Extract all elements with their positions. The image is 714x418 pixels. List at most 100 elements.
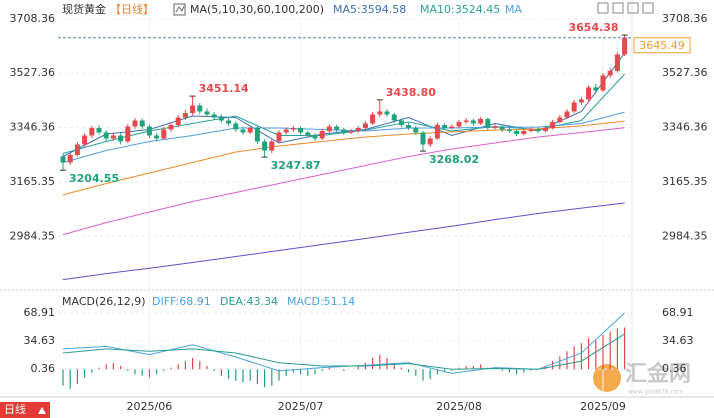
candle-body bbox=[197, 105, 203, 112]
y-tick-label: 3708.36 bbox=[10, 12, 56, 25]
candle-body bbox=[226, 120, 232, 124]
candle-body bbox=[204, 111, 210, 115]
candle-body bbox=[528, 129, 534, 131]
candle-body bbox=[485, 118, 491, 128]
candle-body bbox=[74, 144, 80, 156]
annotation-label: 3204.55 bbox=[69, 172, 119, 185]
candle-body bbox=[499, 126, 505, 130]
candle-body bbox=[125, 126, 131, 142]
candle-body bbox=[139, 120, 145, 127]
tool-button[interactable] bbox=[642, 2, 654, 14]
tag-arrow bbox=[38, 407, 46, 414]
candle-body bbox=[427, 138, 433, 145]
candle-body bbox=[96, 127, 102, 133]
candle-body bbox=[478, 118, 484, 124]
candle-body bbox=[406, 124, 412, 128]
candle-body bbox=[305, 132, 311, 136]
period-tag[interactable] bbox=[0, 402, 50, 418]
ma-line bbox=[62, 202, 625, 281]
candle-body bbox=[182, 112, 188, 118]
chart-title: 现货黄金 bbox=[62, 2, 106, 16]
candle-body bbox=[514, 130, 520, 134]
candle-body bbox=[326, 126, 332, 131]
candle-body bbox=[362, 123, 368, 128]
candle-body bbox=[89, 127, 95, 136]
y-tick-label: 3165.35 bbox=[10, 175, 56, 188]
candle-body bbox=[348, 130, 354, 133]
legend-macd: MACD:51.14 bbox=[287, 295, 355, 308]
tool-button[interactable] bbox=[597, 2, 609, 14]
candle-body bbox=[211, 114, 217, 118]
x-tick-label: 2025/09 bbox=[580, 400, 626, 413]
toggle-icon[interactable] bbox=[173, 3, 186, 16]
candle-body bbox=[593, 87, 599, 91]
candle-body bbox=[413, 127, 419, 133]
candle-body bbox=[391, 114, 397, 121]
candle-body bbox=[298, 127, 304, 133]
candle-body bbox=[247, 127, 253, 133]
candle-body bbox=[283, 129, 289, 133]
candle-body bbox=[434, 124, 440, 139]
candle-body bbox=[564, 111, 570, 118]
annotation-label: 3247.87 bbox=[271, 159, 321, 172]
candle-body bbox=[254, 127, 260, 142]
y-tick-label-right: 2984.35 bbox=[662, 229, 708, 242]
y-tick-label: 2984.35 bbox=[10, 229, 56, 242]
ma-line bbox=[62, 127, 625, 236]
y-tick-label-right: 3165.35 bbox=[662, 175, 708, 188]
candle-body bbox=[449, 126, 455, 128]
y-tick-label-right: 3527.36 bbox=[662, 66, 708, 79]
candle-body bbox=[60, 156, 66, 163]
candle-body bbox=[118, 135, 124, 142]
candle-body bbox=[276, 132, 282, 142]
candle-body bbox=[370, 114, 376, 124]
candle-body bbox=[377, 111, 383, 115]
annotation-label: 3451.14 bbox=[199, 82, 249, 95]
candle-body bbox=[334, 126, 340, 130]
macd-tick-label-right: 34.63 bbox=[662, 334, 694, 347]
icon-glyph bbox=[175, 5, 185, 13]
candle-body bbox=[521, 130, 527, 134]
candle-body bbox=[110, 135, 116, 139]
macd-tick-label-right: 68.91 bbox=[662, 306, 694, 319]
candle-body bbox=[240, 129, 246, 133]
candle-body bbox=[578, 99, 584, 103]
candle-body bbox=[319, 130, 325, 139]
candle-body bbox=[463, 120, 469, 122]
tool-button[interactable] bbox=[612, 2, 624, 14]
candle-body bbox=[535, 129, 541, 131]
watermark-url: www.gold678.com bbox=[628, 389, 683, 396]
tool-button[interactable] bbox=[627, 2, 639, 14]
macd-legend: MACD(26,12,9) bbox=[62, 295, 146, 308]
candle-body bbox=[175, 117, 181, 125]
candle-body bbox=[557, 117, 563, 122]
candle-body bbox=[67, 155, 73, 163]
macd-tick-label-right: 0.36 bbox=[662, 362, 687, 375]
candle-body bbox=[571, 102, 577, 112]
candle-body bbox=[607, 70, 613, 76]
last-price-box bbox=[633, 37, 691, 54]
period-tag-text: 日线 bbox=[4, 402, 26, 416]
toolbar[interactable] bbox=[597, 2, 654, 14]
legend-ma5: MA5:3594.58 bbox=[333, 3, 406, 16]
annotation-label: 3268.02 bbox=[429, 153, 479, 166]
candle-body bbox=[269, 141, 275, 151]
candle-body bbox=[420, 132, 426, 145]
candle-body bbox=[103, 132, 109, 139]
candle-body bbox=[312, 135, 318, 139]
x-tick-label: 2025/07 bbox=[278, 400, 324, 413]
candle-body bbox=[542, 127, 548, 131]
legend-diff: DIFF:68.91 bbox=[152, 295, 211, 308]
candle-body bbox=[456, 121, 462, 127]
y-tick-label-right: 3708.36 bbox=[662, 12, 708, 25]
macd-line bbox=[62, 333, 625, 370]
last-price-label: 3645.49 bbox=[639, 39, 685, 52]
legend-dea: DEA:43.34 bbox=[220, 295, 278, 308]
candle-body bbox=[82, 135, 88, 145]
icon-box[interactable] bbox=[173, 3, 186, 16]
candle-body bbox=[146, 126, 152, 136]
candle-body bbox=[154, 135, 160, 139]
candle-body bbox=[470, 120, 476, 124]
